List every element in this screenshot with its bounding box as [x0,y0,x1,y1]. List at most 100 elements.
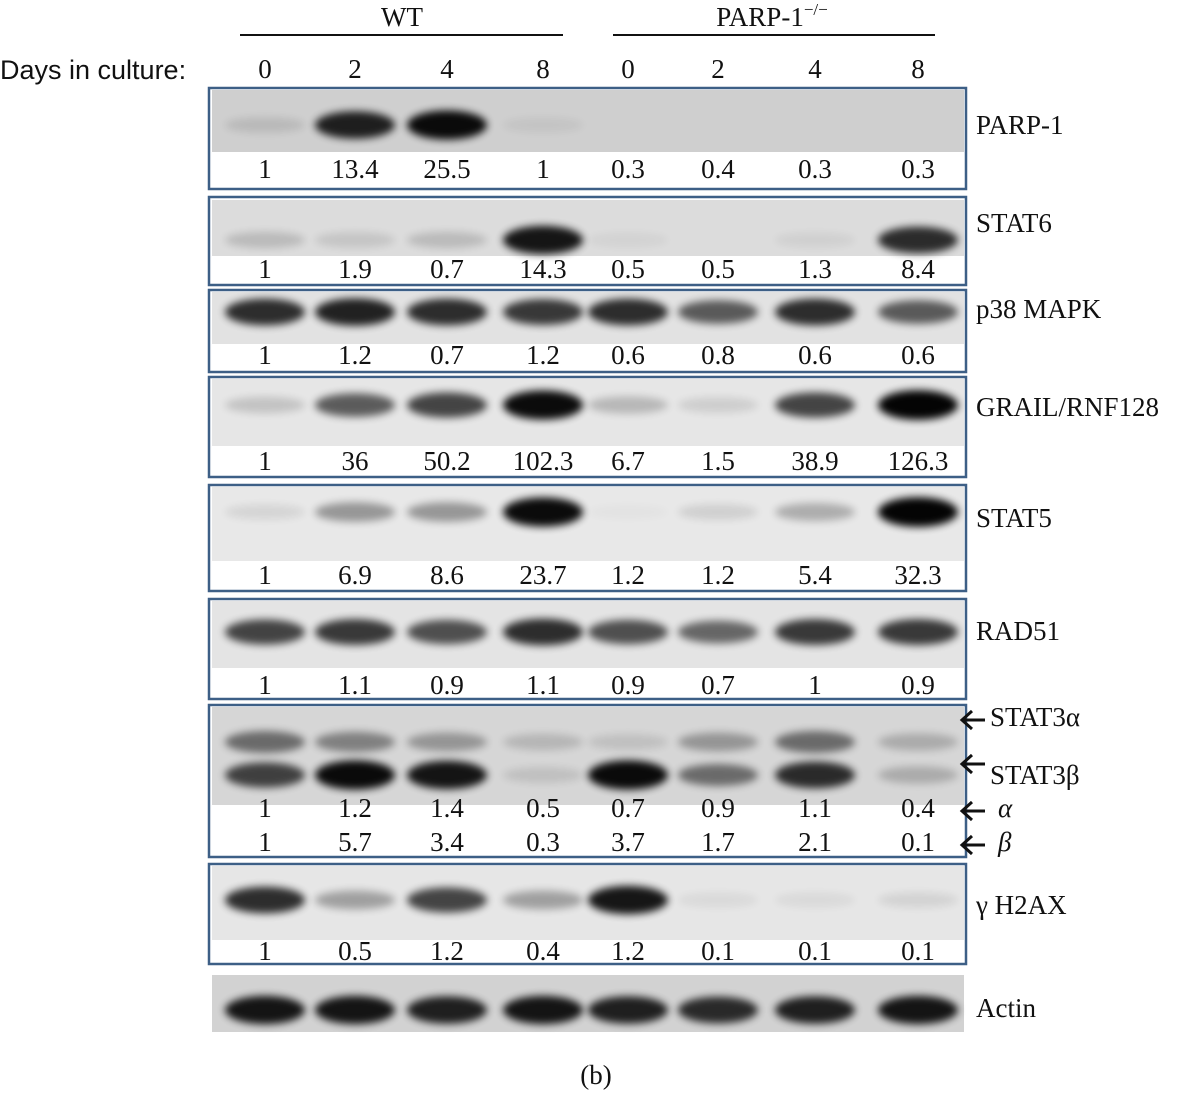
value-label: 0.7 [611,793,645,823]
value-label: 0.4 [526,936,560,966]
value-label: 0.1 [701,936,735,966]
gel [212,487,964,561]
value-label: 0.9 [611,670,645,700]
band [225,995,305,1025]
band [503,995,583,1025]
arrow [959,834,985,856]
blot-label: γ H2AX [975,890,1067,920]
day-label: 0 [621,54,635,84]
blot-label: p38 MAPK [976,294,1102,324]
value-label: 38.9 [791,446,838,476]
band [503,497,583,527]
value-label: 1 [258,446,272,476]
band [315,760,395,790]
day-label: 8 [911,54,925,84]
value-label: 1.1 [798,793,832,823]
band [678,892,758,908]
band [878,766,958,784]
group-label: WT [381,2,423,32]
value-label: 0.6 [611,340,645,370]
value-label: 1 [536,154,550,184]
band [407,110,487,140]
value-label: 25.5 [423,154,470,184]
band [503,299,583,325]
band [588,619,668,645]
value-label: 1.2 [611,936,645,966]
value-label: 32.3 [894,560,941,590]
value-label: 1 [258,254,272,284]
band [407,732,487,752]
value-label: 1 [258,154,272,184]
value-label: 0.1 [901,936,935,966]
value-label: 0.9 [430,670,464,700]
panel-box [207,703,968,859]
value-label: 0.5 [701,254,735,284]
band [503,890,583,910]
value-label: 1 [258,560,272,590]
value-label: 1 [258,340,272,370]
band [775,731,855,753]
value-label: 0.4 [701,154,735,184]
panel-box [207,597,968,701]
band [407,887,487,913]
value-label: 0.6 [901,340,935,370]
band [407,502,487,522]
band [678,300,758,324]
panel-box [207,483,968,593]
value-label: 126.3 [888,446,949,476]
band [775,996,855,1024]
band [775,232,855,248]
panel-box [207,195,968,287]
band [775,392,855,418]
band [407,619,487,645]
day-label: 2 [348,54,362,84]
band [503,767,583,783]
group-label-sup: −/− [804,0,828,19]
blot-label: STAT3α [990,702,1080,732]
value-label: 1.2 [701,560,735,590]
value-label: 1.5 [701,446,735,476]
value-label: 0.3 [526,827,560,857]
blot-label: GRAIL/RNF128 [976,392,1159,422]
band [315,502,395,522]
value-label: 0.5 [611,254,645,284]
band [775,619,855,645]
band [588,885,668,915]
arrow [959,800,985,822]
gel [212,707,964,805]
value-label: 0.5 [526,793,560,823]
band [678,764,758,786]
band [503,117,583,133]
value-label: 1 [258,670,272,700]
day-label: 4 [440,54,454,84]
value-label: 0.3 [901,154,935,184]
band [588,996,668,1024]
value-label: 0.7 [701,670,735,700]
band [678,996,758,1024]
value-label: 3.4 [430,827,464,857]
day-label: 2 [711,54,725,84]
band [225,762,305,788]
value-label: 0.1 [798,936,832,966]
value-label: 1 [258,936,272,966]
band [503,618,583,646]
band [775,761,855,789]
day-label: 4 [808,54,822,84]
value-label: 1.1 [526,670,560,700]
value-label: 6.9 [338,560,372,590]
value-label: 23.7 [519,560,566,590]
arrow [959,753,985,775]
blot-label: STAT6 [976,208,1052,238]
band [315,890,395,910]
value-label: 1.4 [430,793,464,823]
band [678,504,758,520]
value-label: 0.5 [338,936,372,966]
band [588,505,668,519]
gel [212,200,964,256]
band [678,620,758,644]
band [225,731,305,753]
band [588,298,668,326]
band [407,996,487,1024]
band [878,226,958,254]
